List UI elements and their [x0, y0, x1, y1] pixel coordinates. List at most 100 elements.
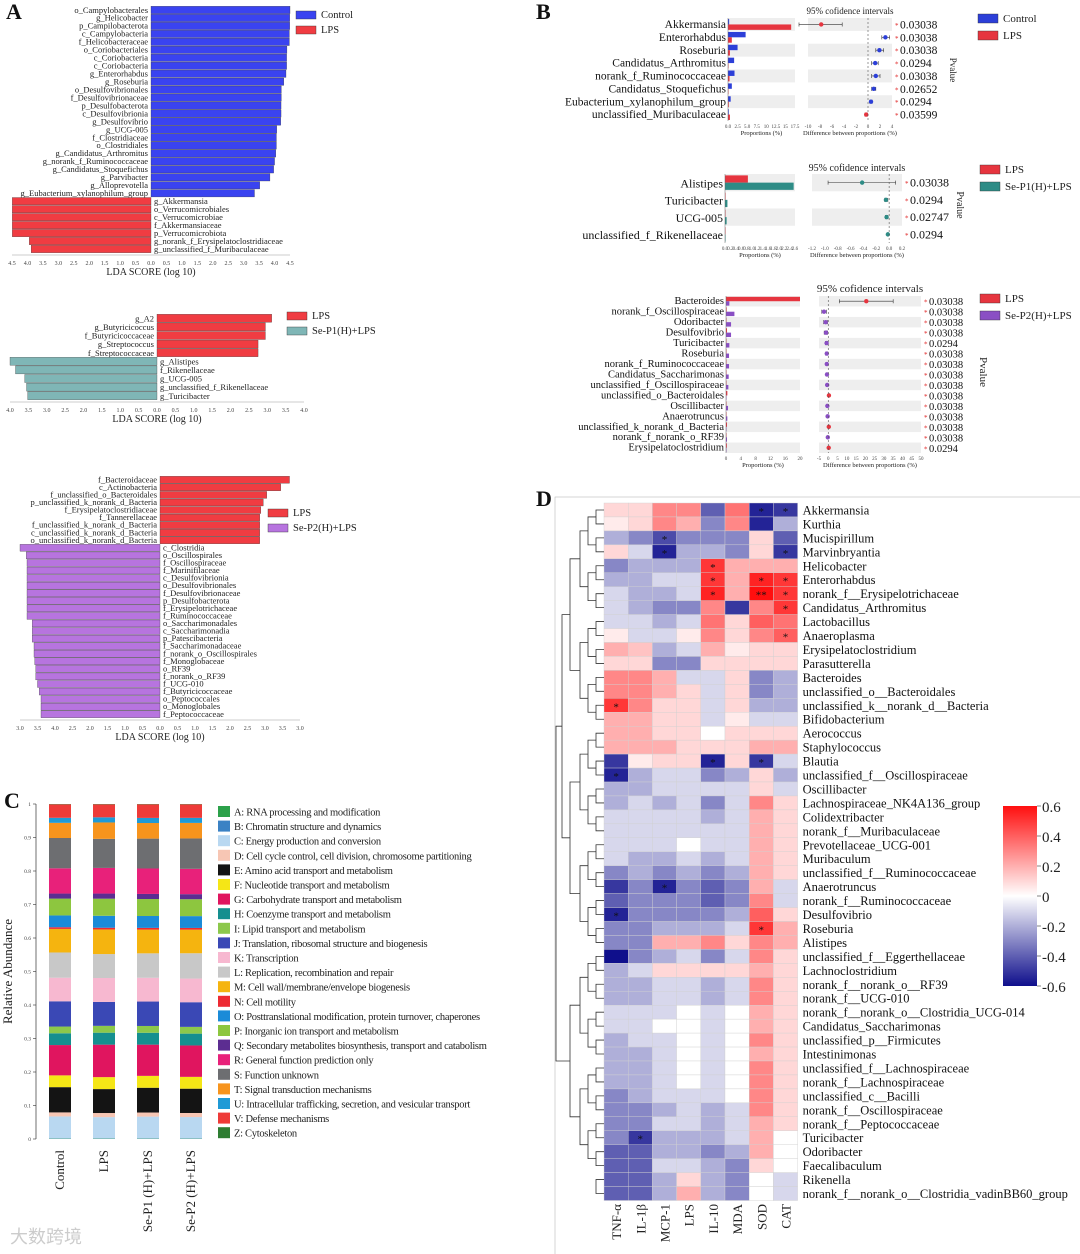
row-label: Lachnoclostridium: [803, 964, 898, 978]
tick-label: 0: [725, 457, 728, 462]
heatmap-cell: [724, 753, 750, 769]
lda-bar: [26, 612, 161, 620]
heatmap-cell: [724, 809, 750, 825]
lda-bar: [150, 38, 290, 46]
lda-bar-label: f_unclassified_o_Bacteroidales: [50, 489, 157, 499]
heatmap-cell: [676, 1074, 701, 1090]
heatmap-cell: [676, 1088, 701, 1104]
heatmap-cell: [773, 879, 798, 894]
stack-segment: [49, 822, 71, 839]
heatmap-cell: [749, 767, 774, 783]
lda-bar: [27, 391, 158, 400]
heatmap-cell: [700, 991, 726, 1006]
heatmap-cell: [700, 1130, 726, 1145]
heatmap-cell: [700, 893, 726, 908]
tick-label: -4: [842, 125, 847, 130]
y-axis-title: Relative Abundance: [0, 919, 15, 1024]
proportion-bar: [726, 391, 728, 396]
lda-bar-label: f_norank_o_Oscillospirales: [163, 648, 257, 658]
tick-label: 0: [827, 457, 830, 462]
heatmap-cell: [676, 1116, 701, 1131]
sig-marker: *: [895, 99, 899, 107]
heatmap-cell: [652, 628, 677, 643]
heatmap-cell: [773, 823, 798, 838]
stack-segment: [180, 899, 202, 917]
sig-marker: *: [924, 393, 928, 401]
lda-bar-label: g_Alloprevotella: [90, 180, 148, 190]
heatmap-cell: [700, 879, 726, 894]
ci-point: [825, 414, 830, 419]
panel-frame: [554, 496, 1080, 1254]
lda-bar-label: c_Campylobacteria: [82, 29, 148, 39]
tick-label: 50: [919, 457, 925, 462]
heatmap-cell: [749, 642, 774, 657]
dendrogram-branch: [587, 628, 596, 657]
tick-label: -0.4: [859, 247, 867, 252]
row-label: norank_f__Peptococcaceae: [803, 1117, 940, 1131]
stack-segment: [93, 1001, 115, 1026]
tick-label: 4: [891, 125, 894, 130]
taxon-label: unclassified_Muribaculaceae: [592, 109, 726, 121]
lda-bar: [150, 69, 287, 78]
heatmap-cell: [749, 670, 774, 685]
heatmap-cell: [773, 893, 798, 908]
heatmap-cell: [724, 572, 750, 587]
p-value: 0.03038: [900, 45, 938, 57]
heatmap-cell: [676, 572, 701, 587]
stack-segment: [137, 953, 159, 978]
significance-marker: *: [759, 757, 765, 769]
ci-point: [868, 99, 874, 104]
column-label: CAT: [779, 1204, 794, 1229]
ci-point: [821, 309, 827, 314]
proportion-bar: [728, 109, 729, 115]
taxon-label: norank_f_norank_o_RF39: [613, 432, 724, 443]
lda-bar: [159, 483, 281, 491]
lda-bar-label: c_Saccharimonadia: [163, 626, 230, 636]
dendrogram-branch: [595, 1095, 604, 1111]
heatmap-cell: [628, 712, 653, 727]
sig-marker: *: [924, 445, 928, 453]
sig-marker: *: [924, 330, 928, 338]
stack-segment: [180, 1117, 202, 1139]
heatmap-cell: [724, 907, 750, 922]
heatmap-cell: [773, 712, 798, 727]
proportion-bar: [726, 384, 729, 390]
lda-bar-label: f_norank_o_RF39: [163, 671, 225, 681]
lda-bar: [156, 339, 259, 349]
axis-title: Proportions (%): [742, 462, 784, 469]
heatmap-cell: [652, 1018, 677, 1034]
heatmap-cell: [700, 1088, 726, 1104]
ci-point: [825, 435, 831, 440]
y-tick-label: 0.2: [24, 1070, 31, 1076]
legend-label: H: Coenzyme transport and metabolism: [234, 910, 391, 921]
stack-segment: [137, 929, 159, 954]
proportion-bar: [726, 322, 732, 327]
heatmap-cell: [749, 1032, 774, 1048]
dendrogram-branch: [587, 962, 596, 992]
proportion-bar: [726, 332, 732, 338]
heatmap-cell: [749, 726, 774, 741]
tick-label: 20: [798, 457, 804, 462]
heatmap-cell: [749, 516, 774, 532]
heatmap-cell: [676, 921, 701, 936]
p-value: 0.03038: [929, 318, 963, 329]
significance-marker: *: [759, 506, 765, 518]
stack-segment: [49, 977, 71, 1002]
row-stripe: [808, 43, 892, 57]
p-value: 0.03038: [929, 329, 963, 340]
heatmap-cell: [628, 963, 653, 978]
proportion-bar: [726, 374, 729, 379]
stack-segment: [180, 1088, 202, 1113]
heatmap-cell: [628, 1102, 653, 1117]
lda-bar-label: g_Candidatus_Stoquefichus: [53, 164, 148, 174]
heatmap-cell: [652, 712, 677, 727]
dendrogram-branch: [587, 739, 596, 769]
p-value: 0.0294: [910, 193, 943, 207]
lda-tick-label: 2.0: [85, 261, 93, 267]
stack-segment: [137, 1001, 159, 1026]
dendrogram-branch: [595, 900, 604, 915]
p-value: 0.03599: [900, 110, 938, 122]
significance-marker: *: [710, 590, 716, 602]
lda-bar-label: p_Verrucomicrobiota: [154, 228, 226, 238]
proportion-bar: [728, 83, 732, 89]
